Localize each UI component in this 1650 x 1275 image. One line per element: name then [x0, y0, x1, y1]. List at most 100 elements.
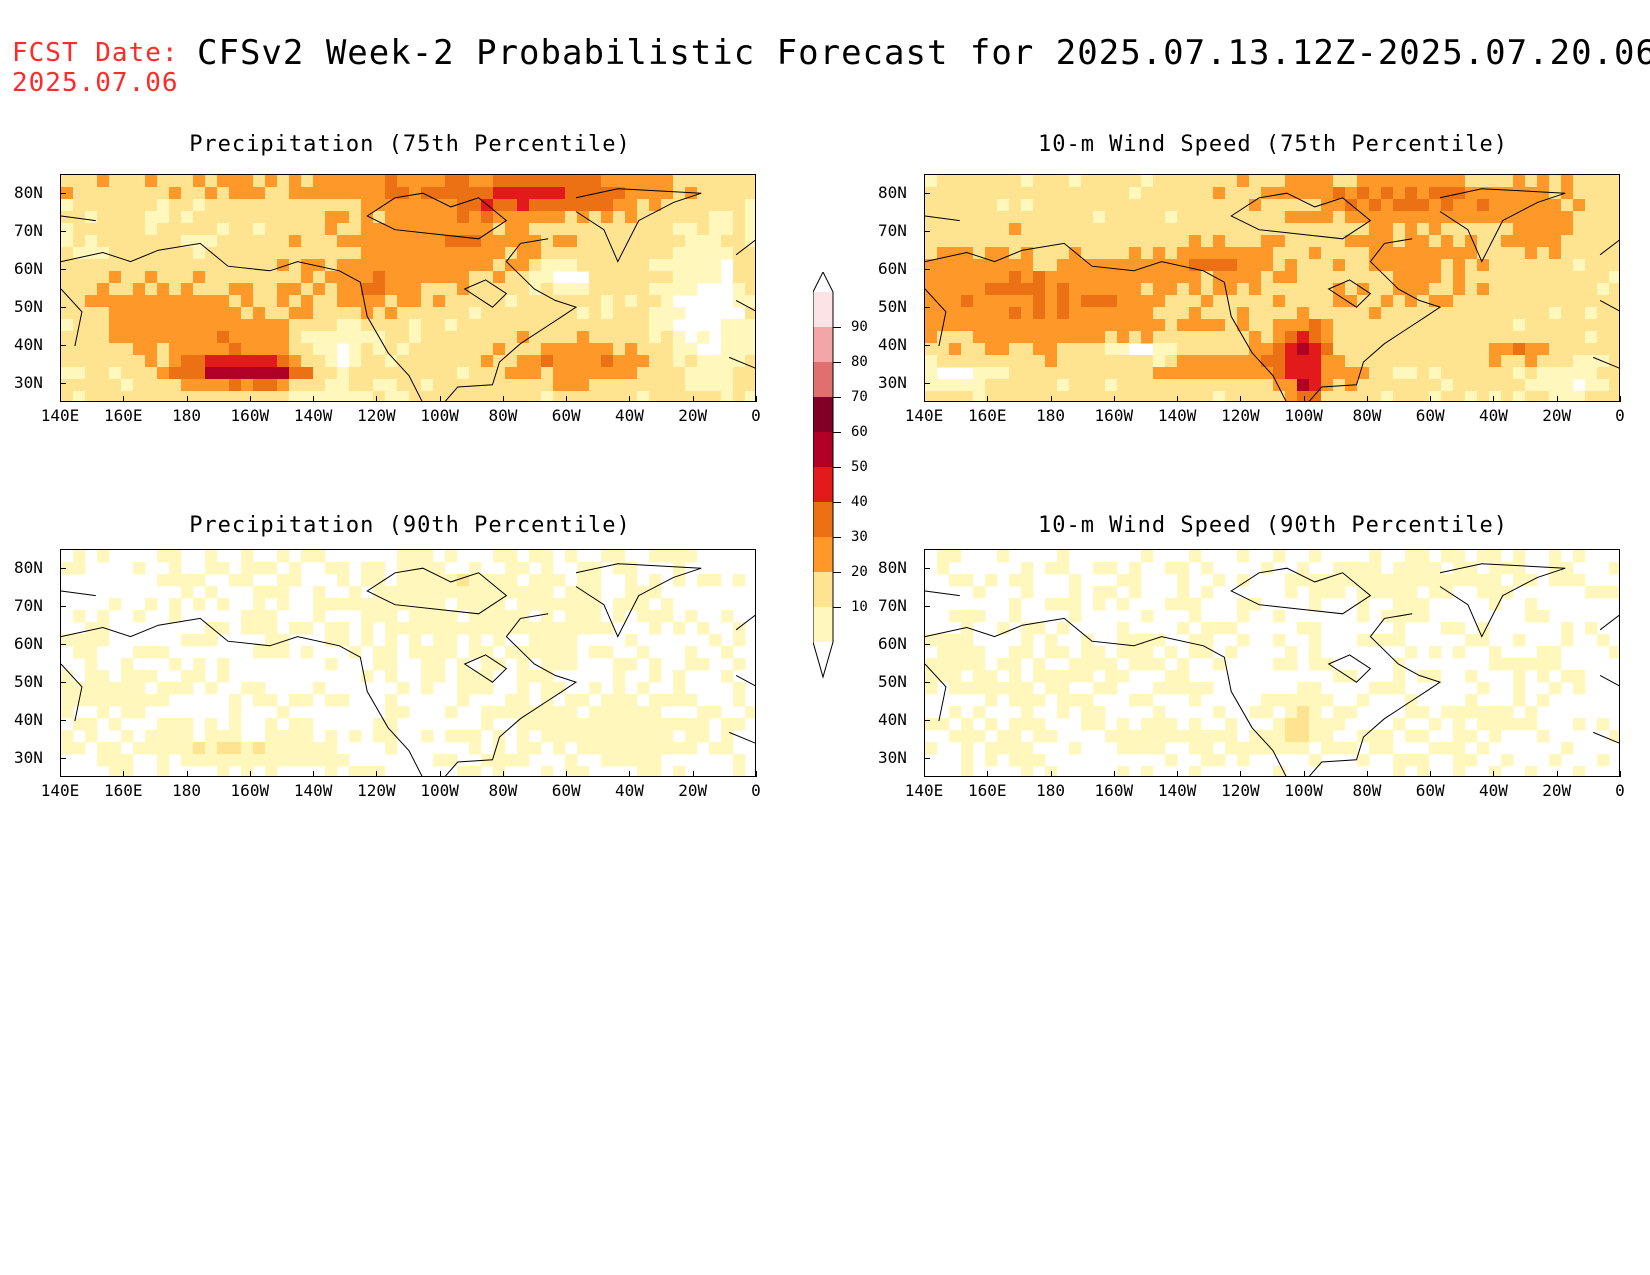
field-cell: [1321, 694, 1334, 707]
field-cell: [1597, 319, 1610, 332]
lat-tick: [924, 720, 930, 721]
field-cell: [1309, 187, 1322, 200]
field-cell: [1561, 259, 1574, 272]
field-cell: [673, 562, 686, 575]
field-cell: [253, 187, 266, 200]
field-cell: [1381, 682, 1394, 695]
field-cell: [421, 175, 434, 188]
field-cell: [1345, 175, 1358, 188]
field-cell: [1273, 211, 1286, 224]
field-cell: [1441, 379, 1454, 392]
field-cell: [937, 379, 950, 392]
field-cell: [1537, 367, 1550, 380]
field-cell: [445, 319, 458, 332]
lat-tick: [60, 758, 66, 759]
field-cell: [1129, 742, 1142, 755]
field-cell: [361, 283, 374, 296]
field-cell: [517, 598, 530, 611]
field-cell: [1309, 694, 1322, 707]
field-cell: [1489, 646, 1502, 659]
field-cell: [613, 199, 626, 212]
field-cell: [529, 634, 542, 647]
field-cell: [1321, 391, 1334, 401]
lon-tick: [1050, 771, 1052, 777]
field-cell: [445, 235, 458, 248]
field-cell: [1213, 199, 1226, 212]
field-cell: [925, 670, 938, 683]
field-cell: [589, 682, 602, 695]
field-cell: [1177, 259, 1190, 272]
field-cell: [1045, 271, 1058, 284]
field-cell: [1453, 223, 1466, 236]
field-cell: [577, 283, 590, 296]
field-cell: [1105, 562, 1118, 575]
field-cell: [409, 391, 422, 401]
field-cell: [1141, 283, 1154, 296]
field-cell: [265, 730, 278, 743]
field-cell: [1369, 223, 1382, 236]
field-cell: [565, 343, 578, 356]
field-cell: [925, 718, 938, 731]
field-cell: [1381, 199, 1394, 212]
field-cell: [169, 343, 182, 356]
field-cell: [1225, 355, 1238, 368]
lon-label: 160W: [1094, 781, 1134, 800]
field-cell: [457, 730, 470, 743]
field-cell: [637, 343, 650, 356]
field-cell: [1489, 598, 1502, 611]
field-cell: [1513, 682, 1526, 695]
field-cell: [637, 211, 650, 224]
field-cell: [1573, 343, 1586, 356]
field-cell: [433, 175, 446, 188]
field-cell: [961, 355, 974, 368]
field-cell: [745, 367, 755, 380]
field-cell: [1597, 754, 1610, 767]
field-cell: [1261, 295, 1274, 308]
field-cell: [1261, 742, 1274, 755]
field-cell: [253, 742, 266, 755]
field-cell: [109, 283, 122, 296]
field-cell: [277, 235, 290, 248]
lat-label: 70N: [878, 596, 907, 615]
colorbar-label: 30: [851, 529, 868, 545]
field-cell: [145, 730, 158, 743]
field-cell: [361, 319, 374, 332]
field-cell: [253, 622, 266, 635]
field-cell: [1069, 391, 1082, 401]
field-cell: [1105, 331, 1118, 344]
field-cell: [1201, 562, 1214, 575]
field-cell: [1465, 343, 1478, 356]
field-cell: [625, 199, 638, 212]
field-cell: [229, 223, 242, 236]
field-cell: [1057, 391, 1070, 401]
field-cell: [697, 367, 710, 380]
field-cell: [1057, 175, 1070, 188]
field-cell: [1225, 223, 1238, 236]
colorbar: 10 20 30 40 50 60 70 80 90: [813, 272, 868, 682]
field-cell: [1345, 367, 1358, 380]
field-cell: [313, 199, 326, 212]
field-cell: [505, 343, 518, 356]
field-cell: [925, 307, 938, 320]
field-cell: [541, 670, 554, 683]
field-cell: [1129, 646, 1142, 659]
field-cell: [277, 319, 290, 332]
field-cell: [1357, 187, 1370, 200]
field-cell: [1309, 598, 1322, 611]
field-cell: [997, 283, 1010, 296]
field-cell: [205, 550, 218, 563]
field-cell: [433, 331, 446, 344]
field-cell: [949, 355, 962, 368]
field-cell: [1045, 379, 1058, 392]
lon-tick: [566, 771, 568, 777]
field-cell: [1501, 331, 1514, 344]
field-cell: [1153, 259, 1166, 272]
field-cell: [1093, 259, 1106, 272]
field-cell: [1033, 187, 1046, 200]
field-cell: [973, 706, 986, 719]
field-cell: [1093, 706, 1106, 719]
field-cell: [1189, 379, 1202, 392]
field-cell: [1021, 307, 1034, 320]
field-cell: [637, 391, 650, 401]
field-cell: [1393, 295, 1406, 308]
